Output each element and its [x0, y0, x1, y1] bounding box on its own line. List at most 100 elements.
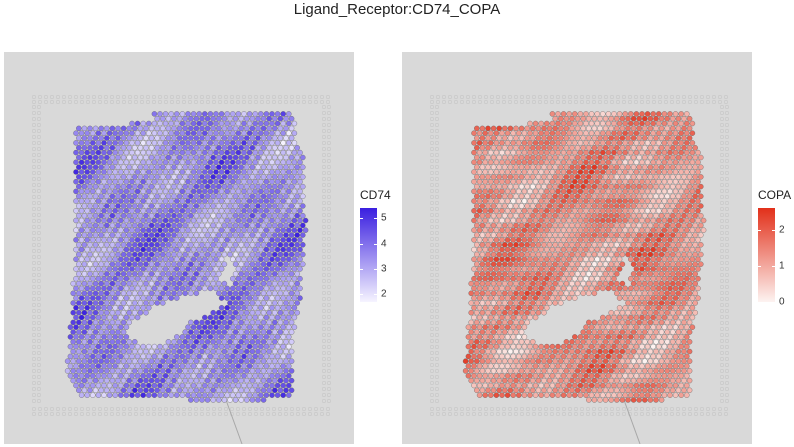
spot [507, 125, 514, 132]
spot [151, 256, 158, 263]
spot [288, 339, 295, 345]
spot [224, 149, 230, 156]
spot [622, 149, 628, 156]
spot [625, 183, 631, 190]
spot [658, 280, 665, 287]
fiducial-dot [321, 350, 326, 355]
fiducial-dot [321, 165, 326, 170]
fiducial-dot [466, 406, 471, 411]
spot [221, 203, 228, 209]
spot [188, 174, 194, 180]
spot [196, 217, 202, 224]
spot [221, 154, 228, 161]
spot [109, 164, 116, 170]
spot [535, 261, 542, 267]
fiducial-dot [622, 411, 627, 416]
spot [496, 193, 502, 200]
spot [104, 300, 110, 306]
spot [667, 256, 673, 263]
spot [238, 261, 244, 267]
spot [123, 169, 130, 175]
spot [692, 261, 698, 267]
spot [241, 382, 247, 389]
spot [608, 339, 614, 345]
spot [471, 275, 477, 282]
spot [619, 183, 626, 190]
fiducial-dot [719, 350, 724, 355]
spot [123, 373, 130, 379]
spot [588, 285, 595, 292]
spot [252, 256, 258, 263]
spot [238, 329, 244, 335]
spot [471, 149, 477, 156]
spot [104, 145, 110, 151]
spot [658, 174, 665, 180]
spot [255, 339, 261, 345]
spot [132, 154, 138, 161]
spot [78, 169, 85, 175]
spot [249, 358, 256, 364]
spot [213, 353, 219, 360]
spot [95, 246, 102, 253]
fiducial-dot [188, 99, 193, 104]
spot [249, 309, 256, 316]
spot [521, 159, 528, 166]
spot [129, 285, 135, 292]
spot [297, 275, 303, 282]
spot [224, 382, 230, 389]
spot [474, 193, 480, 200]
spot [238, 115, 244, 122]
fiducial-dot [31, 99, 36, 104]
spot [538, 198, 544, 204]
spot [213, 324, 219, 330]
spot [591, 212, 598, 219]
spot [104, 125, 110, 132]
fiducial-dot [271, 406, 276, 411]
spot [137, 271, 144, 277]
spot [260, 232, 267, 238]
fiducial-dot [508, 411, 513, 416]
spot [154, 300, 160, 306]
spot [538, 188, 544, 195]
spot [280, 227, 286, 233]
fiducial-dot [176, 406, 181, 411]
spot [235, 227, 242, 233]
spot [104, 174, 110, 180]
spot [252, 208, 258, 214]
spot [633, 275, 640, 282]
spot [476, 343, 483, 350]
spot [499, 334, 505, 340]
spot [188, 203, 194, 209]
fiducial-dot [31, 213, 36, 218]
spot [140, 217, 146, 224]
spot [288, 358, 295, 364]
fiducial-dot [472, 406, 477, 411]
spot [488, 140, 494, 146]
spot [628, 256, 634, 263]
spot [527, 246, 533, 253]
spot [157, 382, 163, 389]
spot [140, 237, 146, 243]
spot [302, 217, 309, 224]
spot [622, 208, 628, 214]
spot [112, 237, 118, 243]
spot [291, 198, 298, 204]
spot [246, 256, 253, 263]
spot [140, 256, 146, 263]
spot [154, 368, 160, 374]
spot [518, 212, 525, 219]
spot [653, 329, 659, 335]
spot [137, 251, 144, 258]
fiducial-dot [122, 411, 127, 416]
spot [123, 305, 130, 311]
spot [538, 178, 544, 185]
spot [193, 358, 200, 364]
spot [109, 203, 116, 209]
spot [207, 178, 214, 185]
spot [157, 373, 163, 379]
fiducial-dot [230, 99, 235, 104]
fiducial-dot [61, 411, 66, 416]
fiducial-dot [321, 147, 326, 152]
spot [230, 227, 236, 233]
spot [544, 275, 550, 282]
